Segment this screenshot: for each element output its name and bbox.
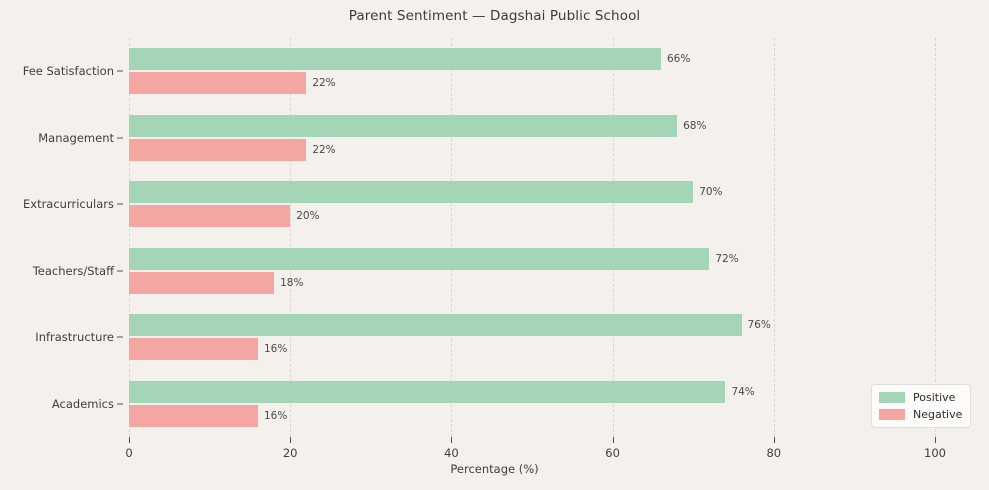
plot-area: 66% 22% 68% 22% 70% 20% 72% 18% 76% 16% 74% 16% xyxy=(129,38,936,437)
y-tick-mark xyxy=(117,137,123,139)
y-tick-label: Extracurriculars xyxy=(23,197,114,212)
legend-label: Negative xyxy=(913,408,963,421)
bar-positive[interactable] xyxy=(129,114,678,137)
bar-positive[interactable] xyxy=(129,314,742,337)
bar-group: 66% 22% xyxy=(129,48,935,95)
bar-group: 74% 16% xyxy=(129,380,935,427)
y-tick-label: Infrastructure xyxy=(35,330,114,345)
y-tick-label: Academics xyxy=(51,396,114,411)
x-tick-mark xyxy=(451,437,453,443)
legend-item[interactable]: Positive xyxy=(879,391,962,404)
bar-negative[interactable] xyxy=(129,404,258,427)
x-tick-label: 80 xyxy=(766,446,782,460)
x-tick-label: 40 xyxy=(444,446,459,460)
x-tick-label: 0 xyxy=(125,446,133,460)
bar-value-label: 68% xyxy=(683,119,707,132)
bar-positive[interactable] xyxy=(129,48,661,71)
x-tick-mark xyxy=(290,437,292,443)
x-tick-label: 60 xyxy=(605,446,620,460)
y-tick-label: Management xyxy=(38,130,114,145)
x-tick-mark xyxy=(612,437,614,443)
x-tick-label: 100 xyxy=(924,446,946,460)
bars-layer: 66% 22% 68% 22% 70% 20% 72% 18% 76% 16% 74% 16% xyxy=(129,38,935,437)
bar-group: 76% 16% xyxy=(129,314,935,361)
legend-label: Positive xyxy=(913,391,956,404)
y-tick-mark xyxy=(117,336,123,338)
y-tick-mark xyxy=(117,203,123,205)
bar-negative[interactable] xyxy=(129,72,307,95)
bar-value-label: 72% xyxy=(715,252,739,265)
y-tick-mark xyxy=(117,70,123,72)
y-axis: Fee Satisfaction Management Extracurricula… xyxy=(0,38,129,437)
bar-value-label: 74% xyxy=(731,385,755,398)
x-tick-label: 20 xyxy=(282,446,298,460)
bar-negative[interactable] xyxy=(129,338,258,361)
chart-title: Parent Sentiment — Dagshai Public School xyxy=(348,8,641,24)
bar-negative[interactable] xyxy=(129,138,307,161)
bar-positive[interactable] xyxy=(129,380,726,403)
bar-negative[interactable] xyxy=(129,271,275,294)
legend-item[interactable]: Negative xyxy=(879,408,962,421)
bar-value-label: 22% xyxy=(312,143,336,156)
bar-value-label: 70% xyxy=(699,186,723,199)
x-tick-mark xyxy=(129,437,130,443)
bar-positive[interactable] xyxy=(129,247,710,270)
bar-value-label: 20% xyxy=(296,210,320,223)
x-tick-mark xyxy=(935,437,936,443)
x-axis: 0 20 40 60 80 100 xyxy=(125,437,946,467)
bar-value-label: 66% xyxy=(666,53,691,66)
legend-swatch-icon xyxy=(879,409,905,420)
x-axis-title: Percentage (%) xyxy=(450,462,539,476)
gridline xyxy=(935,38,936,437)
bar-group: 72% 18% xyxy=(129,247,935,294)
bar-value-label: 16% xyxy=(263,409,288,422)
bar-positive[interactable] xyxy=(129,181,694,204)
legend-swatch-icon xyxy=(879,392,905,403)
bar-value-label: 16% xyxy=(263,343,288,356)
bar-value-label: 18% xyxy=(280,276,304,289)
chart-legend[interactable]: Positive Negative xyxy=(871,384,972,428)
x-tick-mark xyxy=(773,437,775,443)
y-tick-label: Teachers/Staff xyxy=(32,263,114,278)
y-tick-mark xyxy=(117,270,123,272)
y-tick-label: Fee Satisfaction xyxy=(22,64,114,79)
bar-value-label: 22% xyxy=(312,77,336,90)
bar-group: 70% 20% xyxy=(129,181,935,228)
bar-negative[interactable] xyxy=(129,205,291,228)
y-tick-mark xyxy=(117,403,123,405)
bar-value-label: 76% xyxy=(747,319,771,332)
bar-group: 68% 22% xyxy=(129,114,935,161)
